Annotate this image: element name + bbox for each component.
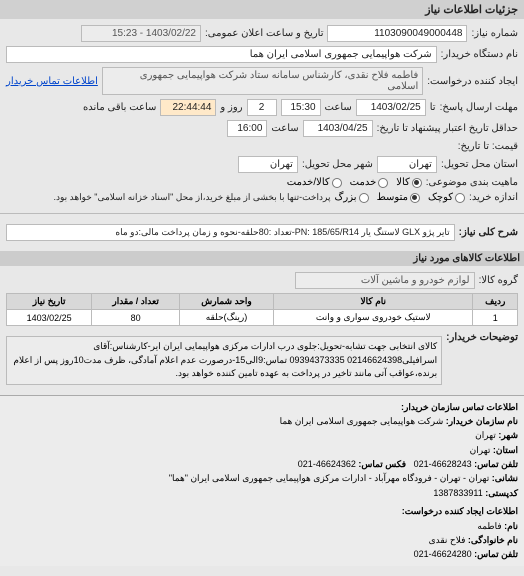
cell-qty: 80 — [92, 310, 180, 326]
group-value: لوازم خودرو و ماشین آلات — [295, 272, 475, 289]
buyer-contact-link[interactable]: اطلاعات تماس خریدار — [6, 76, 98, 87]
budget-radio-group: کالا خدمت کالا/خدمت — [287, 177, 422, 188]
cell-unit: (رینگ)حلقه — [179, 310, 273, 326]
radio-dot-icon — [378, 178, 388, 188]
col-date: تاریخ نیاز — [7, 294, 92, 310]
goods-table: ردیف نام کالا واحد شمارش تعداد / مقدار ت… — [6, 293, 518, 326]
city-label: شهر: — [498, 430, 518, 440]
desc-label: توضیحات خریدار: — [446, 332, 518, 343]
requester: فاطمه فلاح نقدی، کارشناس سامانه ستاد شرک… — [102, 67, 423, 95]
creator-phone-label: تلفن تماس: — [474, 549, 518, 559]
validity-date: 1403/04/25 — [303, 120, 373, 137]
payment-note: پرداخت-تنها با بخشی از مبلغ خرید،از محل … — [53, 192, 330, 203]
size-label: اندازه خرید: — [469, 192, 518, 203]
deadline-time-label: ساعت — [325, 102, 352, 113]
buyer-org-label: نام دستگاه خریدار: — [441, 49, 518, 60]
deadline-label: مهلت ارسال پاسخ: — [440, 102, 518, 113]
postcode-label: کدپستی: — [485, 488, 518, 498]
radio-service[interactable]: خدمت — [350, 177, 389, 188]
cell-date: 1403/02/25 — [7, 310, 92, 326]
key-title-value: تایر پژو GLX لاستنگ یار PN: 185/65/R14-ت… — [6, 224, 455, 241]
cell-rownum: 1 — [473, 310, 518, 326]
city-value: تهران — [475, 430, 496, 440]
creator-header: اطلاعات ایجاد کننده درخواست: — [6, 504, 518, 518]
province-value: تهران — [470, 445, 491, 455]
validity-label: حداقل تاریخ اعتبار پیشنهاد تا تاریخ: — [377, 123, 518, 134]
delivery-city2-label: شهر محل تحویل: — [302, 159, 373, 170]
validity-time-label: ساعت — [271, 123, 298, 134]
address-label: نشانی: — [492, 473, 518, 483]
col-row: ردیف — [473, 294, 518, 310]
col-name: نام کالا — [274, 294, 473, 310]
group-label: گروه کالا: — [479, 275, 518, 286]
table-row: 1 لاستیک خودروی سواری و وانت (رینگ)حلقه … — [7, 310, 518, 326]
radio-both[interactable]: کالا/خدمت — [287, 177, 342, 188]
buyer-info-header: اطلاعات تماس سازمان خریدار: — [6, 400, 518, 414]
delivery-city: تهران — [377, 156, 437, 173]
bet-label: قیمت: تا تاریخ: — [458, 141, 518, 152]
address-value: تهران - تهران - فرودگاه مهرآباد - ادارات… — [169, 473, 489, 483]
panel-title: جزئیات اطلاعات نیاز — [0, 0, 524, 19]
radio-dot-icon — [455, 193, 465, 203]
radio-medium[interactable]: متوسط — [377, 192, 420, 203]
creator-phone-value: 46624280-021 — [414, 549, 472, 559]
key-title-label: شرح کلی نیاز: — [459, 227, 518, 238]
radio-large[interactable]: بزرگ — [334, 192, 368, 203]
radio-dot-icon — [332, 178, 342, 188]
public-date: 1403/02/22 - 15:23 — [81, 25, 201, 42]
table-header-row: ردیف نام کالا واحد شمارش تعداد / مقدار ت… — [7, 294, 518, 310]
org-label: نام سازمان خریدار: — [446, 416, 518, 426]
radio-small[interactable]: کوچک — [428, 192, 465, 203]
request-no: 1103090049000448 — [327, 25, 467, 42]
validity-time: 16:00 — [227, 120, 267, 137]
radio-dot-icon — [412, 178, 422, 188]
buyer-org: شرکت هواپیمایی جمهوری اسلامی ایران هما — [6, 46, 437, 63]
countdown: 22:44:44 — [160, 99, 216, 116]
requester-label: ایجاد کننده درخواست: — [427, 76, 518, 87]
countdown-suffix: ساعت باقی مانده — [83, 102, 156, 113]
lname-label: نام خانوادگی: — [468, 535, 518, 545]
delivery-city2: تهران — [238, 156, 298, 173]
header-section: شماره نیاز: 1103090049000448 تاریخ و ساع… — [0, 19, 524, 209]
delivery-city-label: استان محل تحویل: — [441, 159, 518, 170]
name-label: نام: — [504, 521, 518, 531]
desc-text: کالای انتخابی جهت تشابه-تحویل:جلوی درب ا… — [6, 336, 442, 385]
request-no-label: شماره نیاز: — [471, 28, 518, 39]
buyer-info-block: اطلاعات تماس سازمان خریدار: نام سازمان خ… — [0, 395, 524, 566]
radio-kala[interactable]: کالا — [396, 177, 422, 188]
goods-section-header: اطلاعات کالاهای مورد نیاز — [0, 251, 524, 266]
name-value: فاطمه — [477, 521, 501, 531]
org-value: شرکت هواپیمایی جمهوری اسلامی ایران هما — [280, 416, 444, 426]
fax-value: 46624362-021 — [298, 459, 356, 469]
deadline-date: 1403/02/25 — [356, 99, 426, 116]
days-suffix: روز و — [220, 102, 242, 113]
deadline-prefix: تا — [430, 102, 436, 113]
cell-name: لاستیک خودروی سواری و وانت — [274, 310, 473, 326]
col-qty: تعداد / مقدار — [92, 294, 180, 310]
deadline-time: 15:30 — [281, 99, 321, 116]
phone-label: تلفن تماس: — [474, 459, 518, 469]
lname-value: فلاح نقدی — [429, 535, 466, 545]
budget-type-label: ماهیت بندی موضوعی: — [426, 177, 518, 188]
col-unit: واحد شمارش — [179, 294, 273, 310]
size-radio-group: کوچک متوسط بزرگ — [334, 192, 465, 203]
postcode-value: 1387833911 — [433, 488, 482, 498]
radio-dot-icon — [359, 193, 369, 203]
phone-value: 46628243-021 — [414, 459, 472, 469]
radio-dot-icon — [410, 193, 420, 203]
deadline-days: 2 — [247, 99, 277, 116]
province-label: استان: — [493, 445, 518, 455]
fax-label: فکس تماس: — [358, 459, 406, 469]
public-date-label: تاریخ و ساعت اعلان عمومی: — [205, 28, 324, 39]
